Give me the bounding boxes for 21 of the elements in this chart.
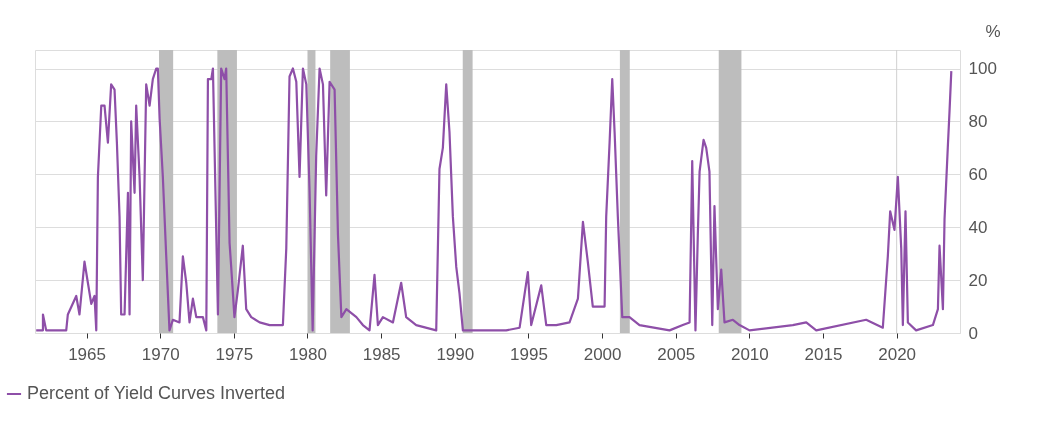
y-axis-title: % bbox=[985, 21, 1001, 41]
x-tick-label: 1970 bbox=[141, 344, 180, 364]
y-tick-label: 80 bbox=[968, 111, 988, 131]
x-tick-label: 2020 bbox=[878, 344, 917, 364]
x-tick-label: 1990 bbox=[436, 344, 475, 364]
x-tick-label: 1995 bbox=[510, 344, 548, 364]
x-tick-label: 2000 bbox=[583, 344, 622, 364]
x-tick-label: 1965 bbox=[68, 344, 106, 364]
x-tick-label: 1985 bbox=[362, 344, 401, 364]
legend-label: Percent of Yield Curves Inverted bbox=[27, 383, 286, 403]
y-tick-label: 20 bbox=[968, 270, 988, 290]
line-series bbox=[35, 67, 953, 332]
x-tick-label: 2005 bbox=[657, 344, 696, 364]
x-tick-label: 1975 bbox=[215, 344, 254, 364]
y-tick-label: 40 bbox=[968, 217, 988, 237]
x-tick-label: 2015 bbox=[804, 344, 843, 364]
y-tick-label: 100 bbox=[968, 59, 997, 79]
x-tick-label: 2010 bbox=[730, 344, 769, 364]
x-tick-label: 1980 bbox=[289, 344, 327, 364]
y-tick-label: 0 bbox=[968, 323, 978, 343]
y-tick-label: 60 bbox=[968, 164, 988, 184]
